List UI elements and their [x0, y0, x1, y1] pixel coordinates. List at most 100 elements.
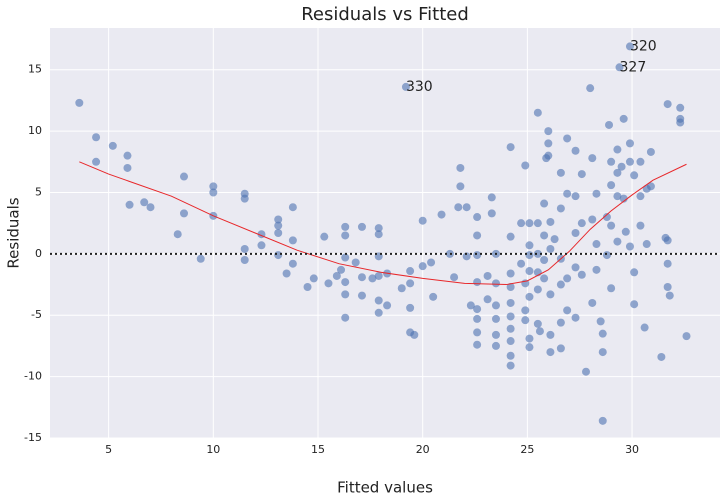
point — [625, 139, 634, 148]
point — [571, 229, 580, 237]
point — [491, 301, 500, 310]
point — [341, 253, 350, 262]
point — [577, 170, 586, 179]
point — [483, 295, 492, 304]
point — [533, 108, 542, 117]
point — [546, 217, 555, 226]
point — [630, 268, 639, 277]
point — [682, 332, 691, 341]
point — [550, 235, 559, 244]
point — [588, 154, 597, 163]
x-tick-label: 15 — [311, 443, 325, 456]
x-tick-label: 10 — [206, 443, 220, 456]
point — [491, 279, 500, 288]
x-tick-label: 5 — [105, 443, 112, 456]
point — [546, 244, 555, 253]
point — [592, 240, 601, 249]
x-axis-label: Fitted values — [337, 479, 433, 497]
point — [556, 280, 565, 289]
point — [288, 203, 297, 212]
point — [274, 251, 283, 260]
point — [341, 222, 350, 231]
point — [546, 330, 555, 339]
point — [676, 118, 685, 127]
point — [676, 103, 685, 112]
point — [351, 258, 360, 267]
point — [582, 367, 590, 376]
point — [588, 215, 597, 224]
point — [563, 274, 572, 283]
point — [337, 265, 346, 274]
point — [180, 209, 188, 218]
point — [613, 192, 622, 201]
point — [663, 259, 672, 268]
point — [619, 194, 628, 203]
point — [525, 267, 534, 276]
point — [506, 324, 515, 333]
point — [525, 251, 534, 260]
point — [341, 278, 350, 287]
point — [196, 254, 205, 263]
point — [240, 256, 249, 265]
point — [374, 296, 383, 305]
point — [525, 343, 534, 352]
point — [123, 163, 132, 172]
point — [456, 163, 465, 172]
point — [454, 203, 463, 212]
point — [357, 273, 366, 282]
point — [533, 319, 542, 328]
point — [506, 232, 515, 241]
point — [374, 224, 383, 233]
chart-title: Residuals vs Fitted — [301, 4, 469, 25]
point — [533, 219, 542, 228]
y-tick-label: 5 — [35, 185, 42, 198]
point — [240, 194, 249, 203]
point — [521, 161, 530, 170]
point — [123, 151, 132, 160]
point — [642, 240, 651, 249]
point — [506, 351, 515, 360]
point — [592, 189, 601, 198]
point — [540, 274, 549, 283]
point — [598, 348, 607, 357]
point — [663, 100, 672, 109]
point — [625, 157, 634, 166]
point — [341, 231, 350, 240]
point — [517, 219, 526, 228]
point — [491, 314, 500, 323]
point — [546, 290, 555, 299]
point — [125, 200, 134, 209]
point — [563, 189, 572, 198]
point — [613, 237, 622, 246]
point — [563, 134, 572, 143]
point — [525, 334, 534, 343]
point — [521, 306, 530, 315]
y-tick-label: -15 — [24, 431, 42, 444]
point — [521, 316, 530, 325]
y-tick-label: -10 — [24, 370, 42, 383]
x-tick-label: 25 — [520, 443, 534, 456]
point — [288, 236, 297, 245]
plot-area — [50, 28, 720, 438]
point — [257, 241, 266, 250]
point — [602, 251, 611, 260]
point — [506, 361, 515, 370]
point — [571, 313, 580, 322]
point — [288, 259, 297, 268]
point — [636, 192, 645, 201]
point — [544, 139, 553, 148]
point — [397, 284, 406, 293]
point — [506, 283, 515, 292]
point — [92, 133, 101, 142]
point — [577, 270, 586, 279]
point — [571, 146, 580, 155]
point — [173, 230, 182, 239]
y-axis-label: Residuals — [5, 197, 23, 268]
point — [406, 267, 415, 276]
point — [75, 98, 84, 107]
point — [607, 284, 616, 293]
point — [406, 303, 415, 312]
point — [556, 204, 565, 213]
point — [282, 269, 291, 278]
lowess-line — [79, 161, 687, 286]
